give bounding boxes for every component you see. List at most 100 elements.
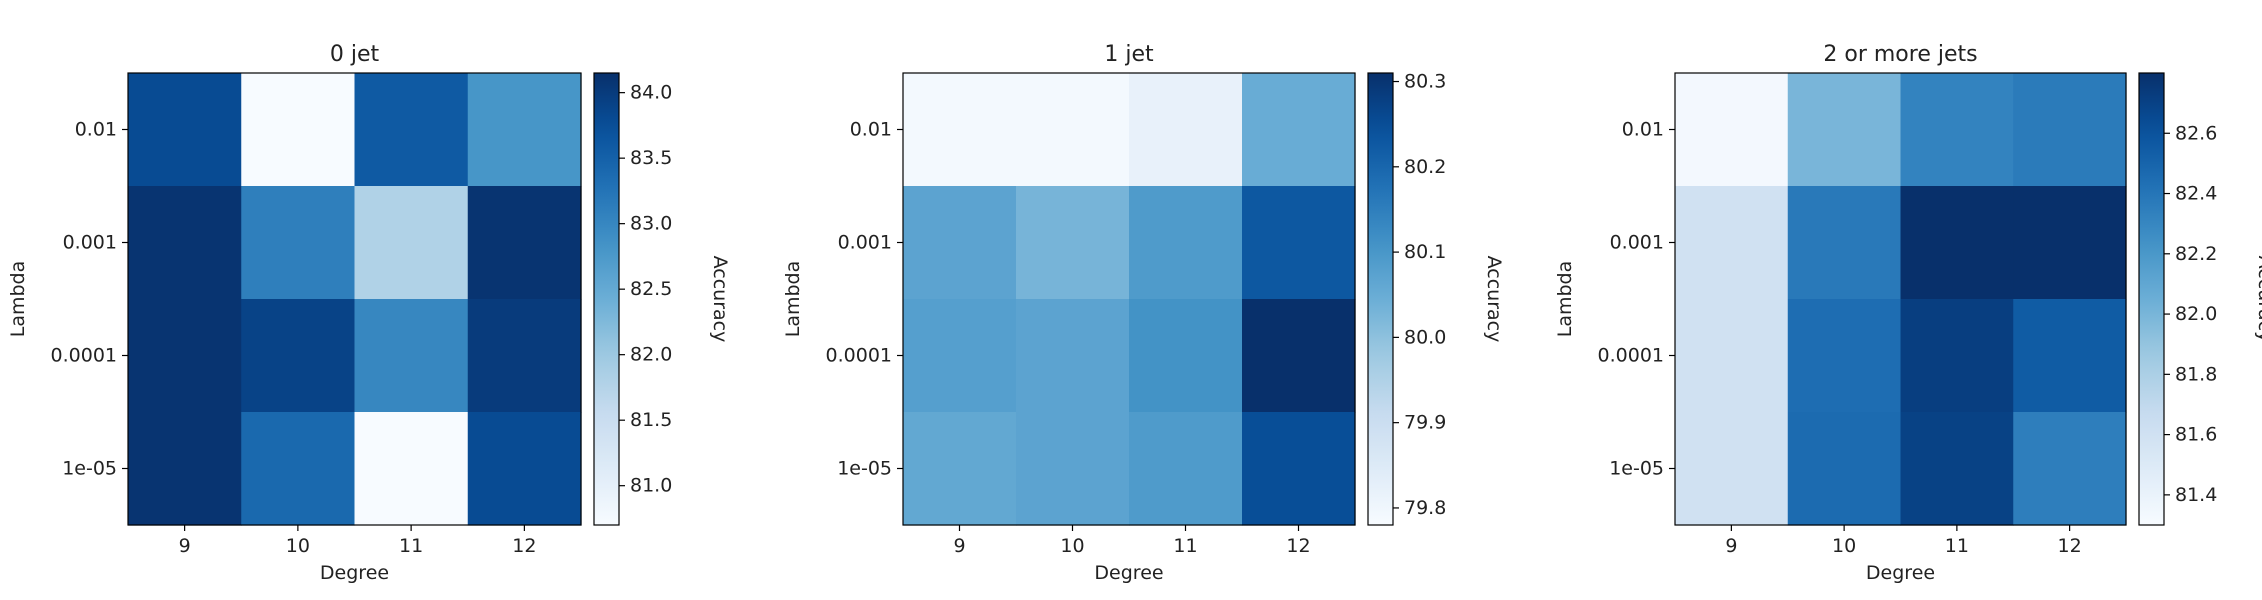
heatmap-cell: [1675, 412, 1789, 526]
x-tick-label: 9: [1725, 535, 1737, 557]
colorbar-tick-label: 79.9: [1404, 412, 1446, 434]
x-tick-label: 12: [512, 535, 536, 557]
heatmap-cell: [1016, 299, 1130, 413]
colorbar-tick-label: 84.0: [630, 82, 672, 104]
colorbar: [2139, 73, 2164, 525]
heatmap-cell: [128, 186, 242, 300]
colorbar-tick-label: 82.2: [2175, 243, 2217, 265]
heatmap-panel-2: 1 jet 9 10 11 12 0.01 0.001 0.0001 1e-05 Degree La…: [782, 42, 1505, 584]
y-tick-label: 0.01: [850, 119, 892, 141]
heatmap-cell: [467, 299, 582, 413]
colorbar-tick-label: 80.2: [1404, 156, 1446, 178]
heatmap-cell: [1016, 412, 1130, 526]
colorbar-label: Accuracy: [709, 256, 731, 343]
heatmap-cell: [1900, 186, 2014, 300]
colorbar-label: Accuracy: [1483, 256, 1505, 343]
x-tick-label: 11: [399, 535, 423, 557]
colorbar-tick-label: 81.5: [630, 409, 672, 431]
x-tick-label: 11: [1173, 535, 1197, 557]
heatmap-cell: [128, 299, 242, 413]
y-axis-label: Lambda: [7, 261, 29, 338]
x-tick-label: 10: [286, 535, 310, 557]
heatmap-cell: [241, 299, 356, 413]
heatmap-cell: [1787, 186, 1902, 300]
colorbar-tick-label: 82.0: [630, 344, 672, 366]
colorbar-tick-label: 82.6: [2175, 122, 2217, 144]
heatmap-cell: [241, 73, 356, 187]
heatmap-cell: [903, 299, 1017, 413]
colorbar-tick-label: 80.1: [1404, 241, 1446, 263]
heatmap-panel-3: 2 or more jets 9 10 11 12 0.01 0.001 0.0001 1e-0…: [1554, 42, 2262, 584]
y-tick-label: 0.0001: [1598, 345, 1664, 367]
x-tick-label: 12: [2058, 535, 2082, 557]
heatmap-cell: [1129, 412, 1243, 526]
colorbar-tick-label: 81.4: [2175, 484, 2217, 506]
x-tick-label: 10: [1832, 535, 1856, 557]
colorbar-frame: [1367, 72, 1394, 526]
heatmap-cell: [1129, 186, 1243, 300]
y-axis-label: Lambda: [782, 261, 804, 338]
colorbar-tick-label: 80.0: [1404, 326, 1446, 348]
x-tick-label: 11: [1945, 535, 1969, 557]
axes-frame: [902, 72, 1356, 526]
colorbar: [594, 73, 619, 525]
y-tick-label: 0.0001: [826, 345, 892, 367]
x-tick-label: 10: [1060, 535, 1084, 557]
axes-frame: [1674, 72, 2127, 526]
heatmap-cell: [1129, 299, 1243, 413]
heatmap-cell: [1787, 412, 1902, 526]
heatmap-cell: [903, 73, 1017, 187]
heatmap-cell: [2013, 299, 2127, 413]
heatmap-cell: [1900, 73, 2014, 187]
heatmap-cell: [1900, 299, 2014, 413]
y-tick-label: 0.001: [1610, 232, 1664, 254]
y-tick-label: 1e-05: [837, 458, 892, 480]
heatmap-cell: [128, 73, 242, 187]
heatmap-cell: [1242, 299, 1356, 413]
heatmap-cell: [1675, 299, 1789, 413]
heatmap-cell: [2013, 412, 2127, 526]
heatmap-cell: [1900, 412, 2014, 526]
colorbar-tick-label: 81.6: [2175, 424, 2217, 446]
colorbar-tick-label: 81.8: [2175, 363, 2217, 385]
axes-frame: [127, 72, 582, 526]
heatmap-cell: [2013, 73, 2127, 187]
heatmap-cell: [1675, 73, 1789, 187]
y-axis-label: Lambda: [1554, 261, 1576, 338]
heatmap-cell: [128, 412, 242, 526]
colorbar-frame: [2138, 72, 2165, 526]
x-axis-label: Degree: [1094, 562, 1163, 584]
heatmap-cell: [1016, 73, 1130, 187]
x-tick-label: 9: [953, 535, 965, 557]
heatmap-cell: [354, 186, 469, 300]
heatmap-panel-1: 0 jet 9 10 11 12 0.01 0.001 0.0001 1e-05 Degree La…: [7, 42, 731, 584]
heatmap-cell: [241, 186, 356, 300]
y-tick-label: 1e-05: [1609, 458, 1664, 480]
colorbar-tick-label: 82.0: [2175, 303, 2217, 325]
colorbar-label: Accuracy: [2254, 256, 2262, 343]
heatmap-cell: [903, 186, 1017, 300]
heatmap-cell: [1242, 186, 1356, 300]
x-axis-label: Degree: [320, 562, 389, 584]
heatmap-cell: [1787, 73, 1902, 187]
heatmap-cell: [354, 73, 469, 187]
heatmap-cell: [1129, 73, 1243, 187]
colorbar-tick-label: 80.3: [1404, 71, 1446, 93]
y-tick-label: 0.01: [1622, 119, 1664, 141]
heatmap-cell: [467, 412, 582, 526]
colorbar-tick-label: 82.5: [630, 278, 672, 300]
x-tick-label: 9: [179, 535, 191, 557]
y-tick-label: 0.0001: [51, 345, 117, 367]
colorbar-tick-label: 83.0: [630, 213, 672, 235]
colorbar-tick-label: 79.8: [1404, 497, 1446, 519]
colorbar-tick-label: 82.4: [2175, 183, 2217, 205]
y-tick-label: 0.01: [75, 119, 117, 141]
colorbar-frame: [593, 72, 620, 526]
chart-title: 2 or more jets: [1823, 42, 1977, 67]
x-axis-label: Degree: [1866, 562, 1935, 584]
heatmap-cell: [1242, 73, 1356, 187]
x-tick-label: 12: [1286, 535, 1310, 557]
heatmap-cell: [1242, 412, 1356, 526]
heatmap-cell: [1787, 299, 1902, 413]
